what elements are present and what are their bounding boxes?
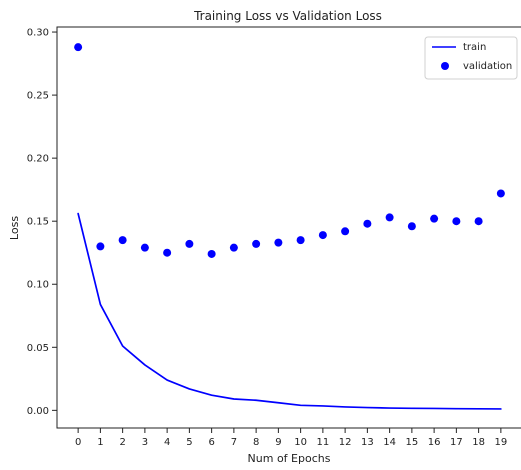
validation-point (430, 214, 439, 223)
x-tick-label: 15 (406, 437, 419, 448)
y-tick-label: 0.00 (27, 406, 49, 417)
y-tick-label: 0.05 (27, 343, 49, 354)
y-tick-label: 0.30 (27, 28, 49, 39)
x-tick-label: 16 (428, 437, 441, 448)
plot-area: 0 1 2 3 4 5 6 7 8 9 10 11 12 13 14 15 16 17 18 19 0.000.050… (27, 26, 521, 448)
train-loss-line (77, 212, 502, 410)
validation-point (140, 243, 149, 252)
x-tick-label: 9 (275, 437, 281, 448)
x-tick-label: 7 (231, 437, 237, 448)
legend-validation-marker (441, 62, 449, 70)
x-tick-label: 1 (97, 437, 103, 448)
y-tick-label: 0.10 (27, 280, 49, 291)
validation-point (118, 236, 127, 245)
y-axis-ticks: 0.00 0.05 0.10 0.15 0.20 0.25 0.30 (27, 28, 57, 417)
x-tick-label: 0 (75, 437, 81, 448)
y-tick-label: 0.25 (27, 91, 49, 102)
x-tick-label: 8 (253, 437, 259, 448)
x-tick-label: 5 (186, 437, 192, 448)
legend-validation-label: validation (463, 61, 512, 72)
validation-point (496, 189, 505, 198)
x-tick-label: 18 (472, 437, 485, 448)
x-tick-label: 12 (339, 437, 352, 448)
legend-train-label: train (463, 42, 486, 53)
validation-point (296, 236, 305, 245)
validation-point (74, 43, 83, 52)
x-tick-label: 4 (164, 437, 170, 448)
validation-point (318, 231, 327, 240)
validation-point (163, 248, 172, 257)
validation-point (185, 239, 194, 248)
x-tick-label: 6 (208, 437, 214, 448)
plot-frame (56, 26, 521, 429)
validation-point (207, 249, 216, 258)
x-axis-ticks: 0 1 2 3 4 5 6 7 8 9 10 11 12 13 14 15 16 17 18 19 (75, 428, 507, 448)
validation-point (363, 219, 372, 228)
validation-point (274, 238, 283, 247)
x-tick-label: 19 (494, 437, 507, 448)
series-group (74, 43, 505, 410)
x-tick-label: 10 (294, 437, 307, 448)
x-tick-label: 2 (119, 437, 125, 448)
y-axis-label: Loss (8, 216, 21, 240)
validation-point (341, 227, 350, 236)
validation-point (452, 217, 461, 226)
chart-title: Training Loss vs Validation Loss (193, 9, 382, 23)
x-tick-label: 13 (361, 437, 374, 448)
validation-point (407, 222, 416, 231)
y-tick-label: 0.15 (27, 217, 49, 228)
x-tick-label: 17 (450, 437, 463, 448)
legend: train validation (424, 36, 518, 80)
y-tick-label: 0.20 (27, 154, 49, 165)
validation-point (229, 243, 238, 252)
validation-point (252, 239, 261, 248)
x-axis-label: Num of Epochs (248, 452, 331, 465)
validation-point (385, 213, 394, 222)
x-tick-label: 3 (142, 437, 148, 448)
x-tick-label: 11 (317, 437, 330, 448)
validation-point (96, 242, 105, 251)
validation-point (474, 217, 483, 226)
x-tick-label: 14 (383, 437, 396, 448)
